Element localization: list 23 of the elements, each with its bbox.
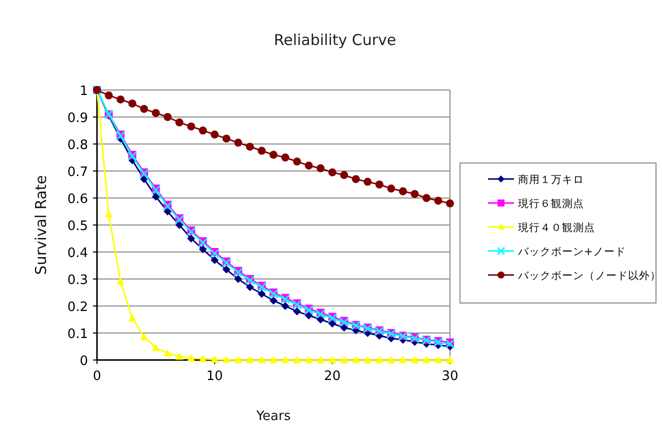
x-tick-label: 20 (324, 369, 341, 384)
legend-label: バックボーン（ノード以外） (517, 269, 661, 282)
y-tick-label: 0.7 (67, 165, 88, 180)
legend-label: 商用１万キロ (518, 173, 584, 186)
x-tick-label: 0 (92, 369, 102, 384)
y-tick-label: 0 (80, 354, 88, 369)
y-tick-label: 0.4 (67, 246, 88, 261)
y-tick-label: 0.2 (67, 300, 88, 315)
y-tick-label: 0.1 (67, 327, 88, 342)
legend-label: 現行６観測点 (518, 197, 584, 210)
x-tick-label: 10 (206, 369, 223, 384)
legend-label: バックボーン+ノード (517, 246, 626, 258)
y-tick-label: 1 (80, 84, 88, 99)
y-tick-label: 0.5 (67, 219, 88, 234)
legend-label: 現行４０観測点 (518, 221, 595, 234)
chart-title: Reliability Curve (274, 31, 396, 49)
x-axis-title: Years (255, 409, 291, 424)
y-axis-title: Survival Rate (32, 175, 50, 275)
y-tick-label: 0.3 (67, 273, 88, 288)
y-tick-label: 0.6 (67, 192, 88, 207)
x-tick-label: 30 (442, 369, 458, 384)
y-tick-label: 0.8 (67, 138, 88, 153)
y-tick-label: 0.9 (67, 111, 88, 126)
